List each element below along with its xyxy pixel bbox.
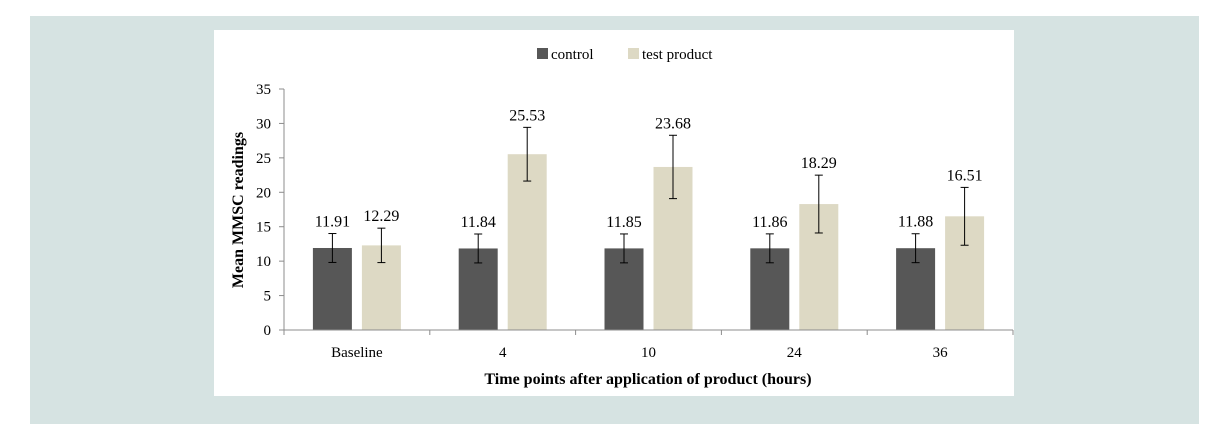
data-label: 12.29 xyxy=(363,208,399,225)
data-label: 11.85 xyxy=(606,214,641,231)
legend-label: test product xyxy=(642,47,713,63)
data-label: 16.51 xyxy=(947,167,983,184)
data-label: 11.86 xyxy=(752,214,787,231)
bars xyxy=(312,154,985,330)
legend-label: control xyxy=(551,47,594,63)
legend-swatch-test-product xyxy=(628,48,639,59)
x-tick-label: 36 xyxy=(933,345,949,361)
axes: 0 5 10 15 20 25 30 35 Baseline 4 10 24 36 xyxy=(256,82,1014,361)
data-labels: 11.91 12.29 11.84 25.53 11.85 23.68 11.86 18.29… xyxy=(315,107,983,231)
legend: control test product xyxy=(537,47,713,63)
y-tick-label: 20 xyxy=(256,185,271,201)
x-tick-label: 24 xyxy=(787,345,803,361)
data-label: 25.53 xyxy=(509,107,545,124)
x-tick-label: Baseline xyxy=(331,345,383,361)
chart-panel xyxy=(214,30,1014,396)
y-tick-label: 5 xyxy=(264,289,272,305)
bar-test-product xyxy=(507,154,547,330)
data-label: 23.68 xyxy=(655,115,691,132)
y-tick-label: 10 xyxy=(256,254,271,270)
data-label: 11.91 xyxy=(315,214,350,231)
x-tick-label: 10 xyxy=(641,345,656,361)
y-tick-label: 0 xyxy=(264,323,272,339)
x-tick-label: 4 xyxy=(499,345,507,361)
data-label: 11.88 xyxy=(898,214,933,231)
y-axis-title: Mean MMSC readings xyxy=(230,132,247,288)
y-tick-label: 15 xyxy=(256,220,271,236)
y-tick-label: 35 xyxy=(256,82,271,98)
legend-swatch-control xyxy=(537,48,548,59)
y-tick-label: 30 xyxy=(256,116,271,132)
data-label: 11.84 xyxy=(460,214,495,231)
y-tick-label: 25 xyxy=(256,151,271,167)
data-label: 18.29 xyxy=(801,155,837,172)
error-bars xyxy=(328,126,969,264)
x-axis-title: Time points after application of product… xyxy=(484,371,811,388)
